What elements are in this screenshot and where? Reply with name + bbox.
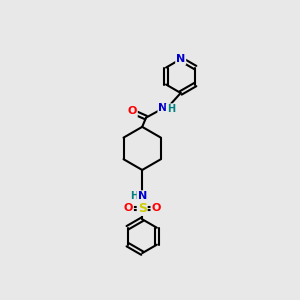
Text: S: S [138, 202, 147, 215]
Text: H: H [167, 104, 175, 114]
Text: O: O [124, 203, 133, 214]
Text: O: O [152, 203, 161, 214]
Text: O: O [128, 106, 137, 116]
Text: N: N [158, 103, 168, 113]
Text: H: H [130, 191, 139, 201]
Text: N: N [176, 54, 185, 64]
Text: N: N [138, 191, 147, 201]
